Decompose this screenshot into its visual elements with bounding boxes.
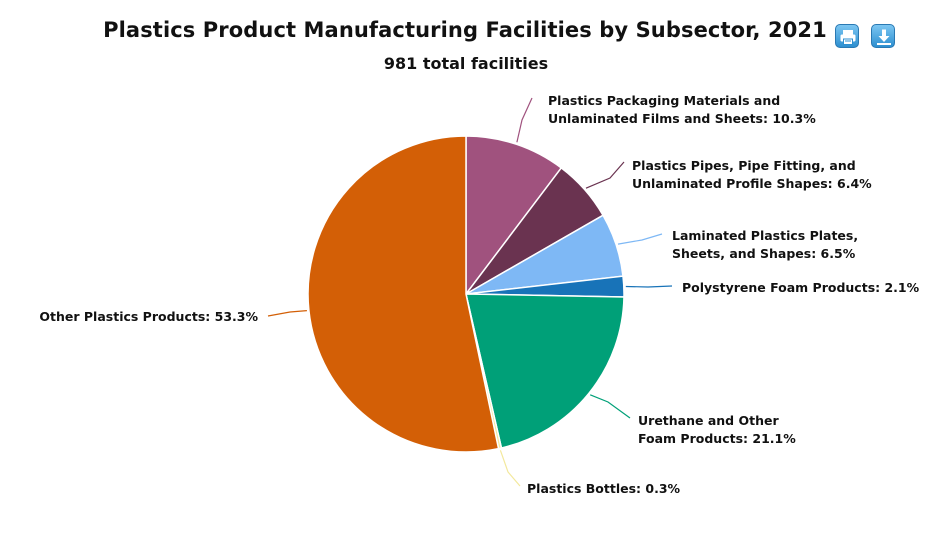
chart-subtitle: 981 total facilities <box>383 54 549 73</box>
slice-label: Plastics Pipes, Pipe Fitting, and Unlamin… <box>632 158 872 191</box>
print-button[interactable] <box>835 24 859 48</box>
label-connector <box>499 450 521 487</box>
label-connector <box>516 97 533 143</box>
slice-label: Plastics Packaging Materials and Unlamina… <box>548 93 816 126</box>
label-connector <box>617 233 663 245</box>
label-connector <box>625 285 673 288</box>
print-icon <box>840 30 856 45</box>
pie-slice[interactable] <box>307 135 500 453</box>
label-connector <box>267 310 307 317</box>
slice-label: Urethane and Other Foam Products: 21.1% <box>638 413 796 446</box>
slice-label: Polystyrene Foam Products: 2.1% <box>682 280 920 295</box>
pie-slice[interactable] <box>465 135 563 297</box>
pie-slice[interactable] <box>465 293 625 449</box>
label-connector <box>585 161 625 189</box>
download-icon <box>877 29 891 45</box>
slice-label: Laminated Plastics Plates, Sheets, and Sh… <box>672 228 858 261</box>
label-connector <box>589 394 631 419</box>
download-button[interactable] <box>871 24 895 48</box>
slice-label: Plastics Bottles: 0.3% <box>527 481 681 496</box>
slice-label: Other Plastics Products: 53.3% <box>39 309 258 324</box>
chart-title: Plastics Product Manufacturing Facilitie… <box>103 18 827 42</box>
